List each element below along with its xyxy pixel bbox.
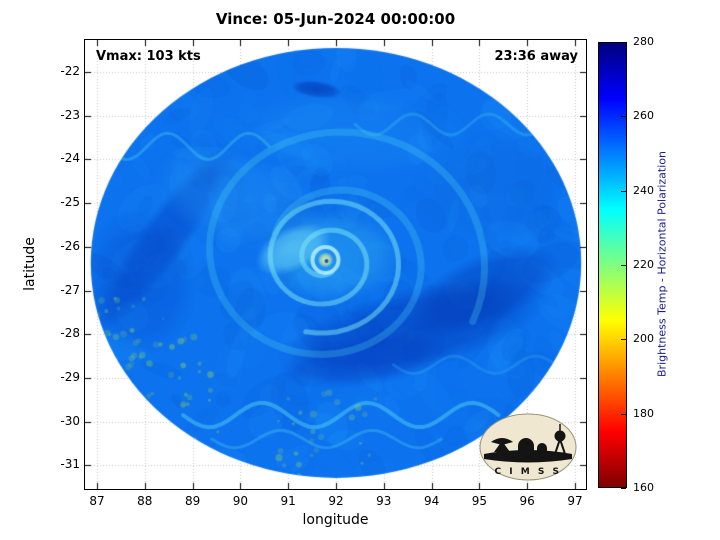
chart-title: Vince: 05-Jun-2024 00:00:00 (215, 10, 456, 28)
x-tick-label: 92 (328, 494, 344, 508)
y-tick-label: -30 (60, 413, 80, 428)
colorbar-tick-mark (621, 190, 626, 192)
x-tick-label: 88 (137, 494, 153, 508)
x-tick-label: 91 (280, 494, 296, 508)
colorbar-tick-label: 240 (633, 183, 654, 197)
eta-annotation: 23:36 away (494, 49, 578, 64)
colorbar-label: Brightness Temp - Horizontal Polarizatio… (655, 151, 669, 377)
x-tick-label: 89 (184, 494, 201, 508)
y-tick-label: -27 (60, 282, 80, 297)
x-axis-label: longitude (302, 512, 369, 528)
satellite-dish-bowl-icon (491, 438, 513, 445)
colorbar-tick-mark (621, 42, 626, 43)
y-tick-label: -25 (60, 195, 80, 210)
x-tick-label: 96 (519, 494, 535, 508)
observatory-dome-base (518, 446, 534, 454)
satellite-brightness-temp-image (85, 40, 586, 489)
x-tick-label: 95 (471, 494, 488, 508)
y-axis-label: latitude (22, 237, 38, 291)
vmax-annotation: Vmax: 103 kts (96, 49, 201, 64)
x-tick-label: 97 (567, 494, 583, 508)
y-tick-label: -29 (60, 369, 80, 384)
y-tick-label: -24 (60, 151, 80, 166)
colorbar-tick-label: 180 (633, 406, 654, 420)
colorbar-tick-mark (621, 339, 626, 341)
colorbar-tick-mark (621, 413, 626, 415)
y-tick-label: -28 (60, 326, 80, 341)
colorbar-tick-mark (621, 265, 626, 266)
y-tick-label: -22 (60, 64, 80, 78)
colorbar-tick-label: 160 (633, 481, 654, 494)
colorbar-tick-label: 220 (633, 258, 654, 271)
y-tick-label: -31 (60, 457, 80, 472)
x-tick-label: 93 (376, 494, 392, 508)
colorbar-tick-mark (621, 488, 626, 489)
cimss-logo: C I M S S (478, 412, 578, 482)
x-tick-label: 90 (232, 494, 249, 508)
colorbar-tick-label: 260 (633, 109, 654, 123)
logo-ground-silhouette (484, 450, 572, 463)
y-tick-label: -26 (60, 238, 80, 253)
water-tower-legs (554, 435, 566, 455)
small-dome-base (537, 448, 547, 454)
colorbar-tick-label: 200 (633, 332, 654, 346)
cimss-logo-graphic: C I M S S (479, 413, 577, 481)
x-tick-label: 87 (89, 494, 105, 508)
y-tick-label: -23 (60, 107, 80, 122)
logo-text: C I M S S (495, 467, 562, 477)
colorbar-tick-label: 280 (633, 35, 654, 48)
satellite-dish-icon (494, 441, 510, 452)
x-tick-label: 94 (423, 494, 440, 508)
colorbar-tick-mark (621, 116, 626, 118)
